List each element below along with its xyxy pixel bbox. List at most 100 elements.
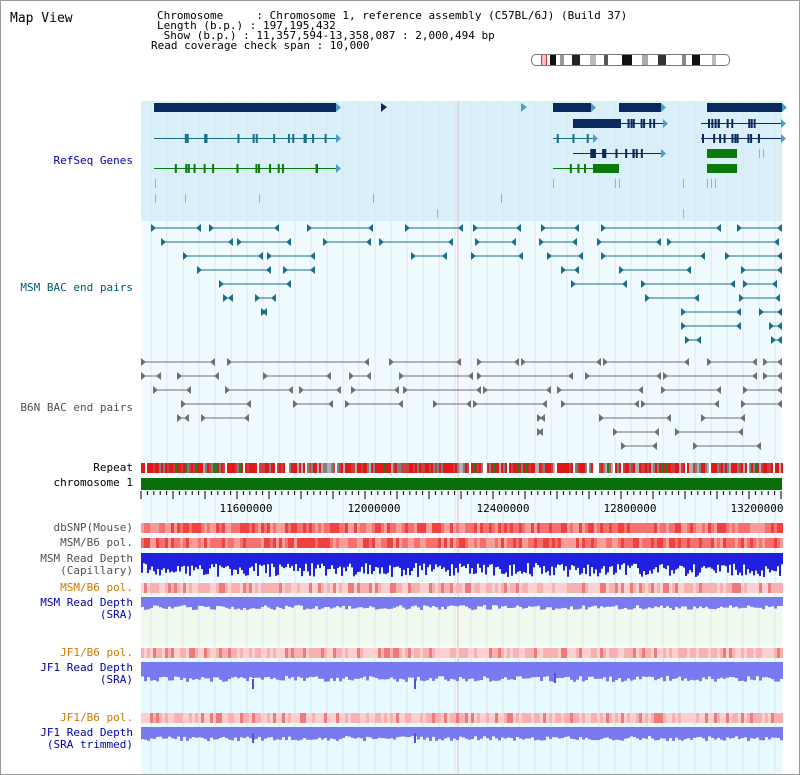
polymorphism-cell [231, 648, 234, 658]
b6n-bac-end [326, 372, 331, 380]
track-label-repeat[interactable]: Repeat [93, 461, 133, 474]
track-label-msm-depth-capillary[interactable]: MSM Read Depth (Capillary) [40, 553, 133, 577]
read-depth-bar [192, 727, 195, 738]
polymorphism-cell [405, 713, 408, 723]
repeat-segment [407, 463, 409, 473]
polymorphism-cell [624, 713, 627, 723]
polymorphism-cell [279, 648, 282, 658]
read-depth-bar [209, 553, 211, 569]
polymorphism-cell [279, 523, 282, 533]
track-label-b6n-bac[interactable]: B6N BAC end pairs [20, 401, 133, 414]
read-depth-bar [192, 597, 195, 610]
msm-bac-end [473, 224, 478, 232]
repeat-segment [619, 463, 621, 473]
polymorphism-cell [591, 648, 594, 658]
read-depth-bar [745, 553, 747, 575]
polymorphism-cell [489, 648, 492, 658]
track-label-msm-bac[interactable]: MSM BAC end pairs [20, 281, 133, 294]
polymorphism-cell [171, 538, 174, 548]
read-depth-bar [630, 662, 633, 681]
polymorphism-cell [714, 583, 717, 593]
track-label-refseq-genes[interactable]: RefSeq Genes [53, 154, 133, 167]
polymorphism-cell [276, 523, 279, 533]
repeat-segment [707, 463, 709, 473]
read-depth-bar [669, 727, 672, 739]
read-depth-bar [327, 662, 330, 682]
track-label-msm-depth-sra[interactable]: MSM Read Depth (SRA) [40, 597, 133, 621]
track-label-msm-b6-pol[interactable]: MSM/B6 pol. [60, 536, 133, 549]
polymorphism-cell [483, 583, 486, 593]
polymorphism-cell [246, 538, 249, 548]
polymorphism-cell [477, 583, 480, 593]
polymorphism-cell [513, 713, 516, 723]
polymorphism-cell [270, 713, 273, 723]
polymorphism-cell [696, 648, 699, 658]
read-depth-bar [337, 553, 339, 569]
read-depth-bar [549, 662, 552, 682]
b6n-bac-end [652, 442, 657, 450]
read-depth-bar [423, 597, 426, 606]
polymorphism-cell [141, 523, 144, 533]
repeat-segment [661, 463, 663, 473]
read-depth-bar [607, 553, 609, 573]
polymorphism-cell [294, 523, 297, 533]
polymorphism-cell [174, 538, 177, 548]
chromosome-ideogram[interactable] [531, 54, 730, 66]
snp-tick [683, 179, 684, 188]
track-label-jf1-b6-pol-2[interactable]: JF1/B6 pol. [60, 711, 133, 724]
track-label-msm-b6-pol-2[interactable]: MSM/B6 pol. [60, 581, 133, 594]
read-depth-bar [303, 727, 306, 739]
polymorphism-cell [612, 648, 615, 658]
polymorphism-cell [606, 648, 609, 658]
read-depth-bar [282, 727, 285, 738]
polymorphism-cell [777, 713, 780, 723]
read-depth-bar [459, 662, 462, 678]
track-label-jf1-depth-sra[interactable]: JF1 Read Depth (SRA) [40, 662, 133, 686]
repeat-segment [725, 463, 727, 473]
track-label-jf1-b6-pol[interactable]: JF1/B6 pol. [60, 646, 133, 659]
read-depth-bar [687, 597, 690, 610]
read-depth-bar [315, 727, 318, 740]
read-depth-bar [504, 597, 507, 606]
polymorphism-cell [771, 583, 774, 593]
polymorphism-cell [528, 713, 531, 723]
polymorphism-cell [684, 523, 687, 533]
polymorphism-cell [777, 538, 780, 548]
polymorphism-cell [771, 523, 774, 533]
read-depth-bar [378, 662, 381, 680]
polymorphism-cell [183, 538, 186, 548]
gene-exon [615, 149, 618, 158]
gene-exon [572, 134, 575, 143]
polymorphism-cell [576, 538, 579, 548]
polymorphism-cell [444, 583, 447, 593]
polymorphism-cell [249, 538, 252, 548]
read-depth-bar [390, 662, 393, 678]
track-label-chromosome[interactable]: chromosome 1 [53, 476, 133, 489]
polymorphism-cell [411, 523, 414, 533]
read-depth-bar [661, 553, 663, 565]
track-label-jf1-depth-trimmed[interactable]: JF1 Read Depth (SRA trimmed) [40, 727, 133, 751]
read-depth-bar [432, 662, 435, 681]
region-info: Chromosome : Chromosome 1, reference ass… [151, 10, 627, 51]
read-depth-bar [498, 597, 501, 609]
read-depth-bar [318, 662, 321, 679]
read-depth-bar [237, 727, 240, 741]
repeat-segment [505, 463, 507, 473]
track-label-dbsnp[interactable]: dbSNP(Mouse) [53, 521, 133, 534]
repeat-segment [271, 463, 273, 473]
repeat-segment [409, 463, 411, 473]
read-depth-bar [219, 553, 221, 566]
repeat-segment [743, 463, 745, 473]
read-depth-bar [527, 553, 529, 564]
repeat-segment [419, 463, 421, 473]
repeat-segment [339, 463, 341, 473]
polymorphism-cell [378, 523, 381, 533]
polymorphism-cell [144, 523, 147, 533]
polymorphism-cell [570, 538, 573, 548]
read-depth-bar [714, 597, 717, 610]
read-depth-bar [435, 597, 438, 608]
current-region-marker[interactable] [541, 55, 547, 65]
repeat-segment [179, 463, 181, 473]
b6n-bac-end [777, 400, 782, 408]
